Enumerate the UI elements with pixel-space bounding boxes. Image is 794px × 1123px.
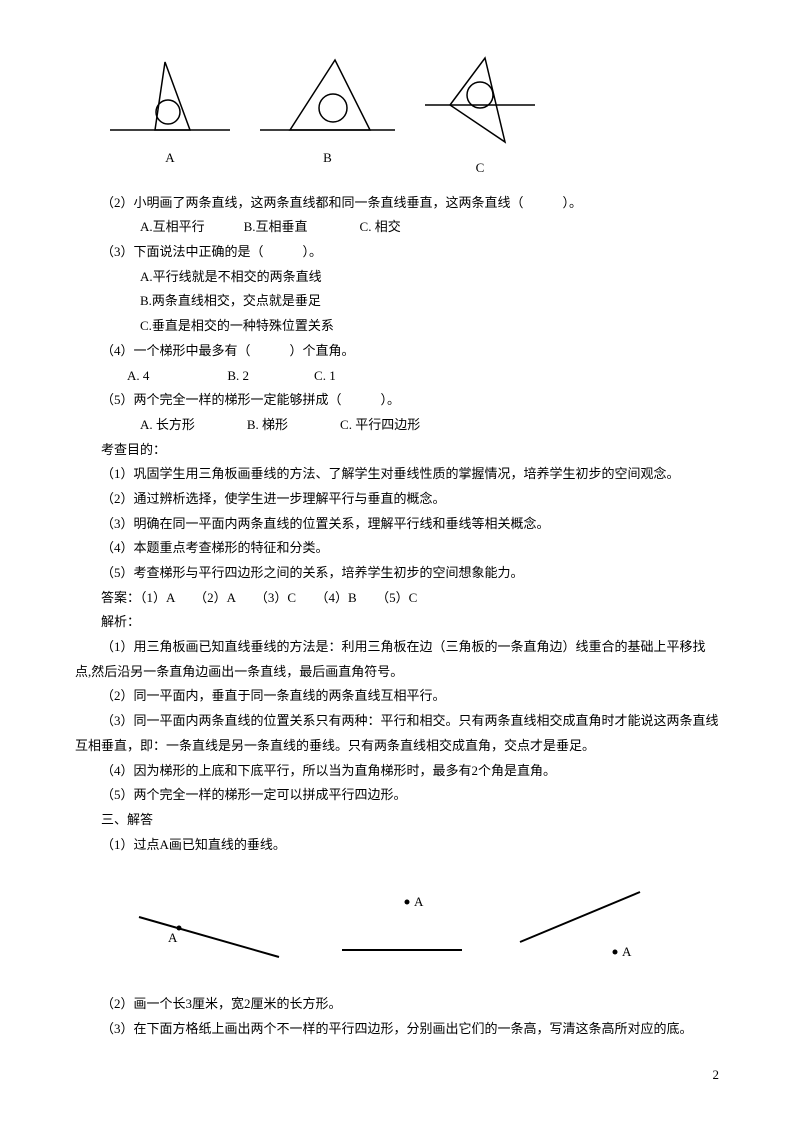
purpose-5: （5）考查梯形与平行四边形之间的关系，培养学生初步的空间想象能力。 [75,561,719,586]
q4-opts: A. 4 B. 2 C. 1 [75,364,719,389]
figure-a: A [105,50,235,181]
answer-line: 答案：（1）A （2）A （3）C （4）B （5）C [75,586,719,611]
figure-c-label: C [476,156,485,181]
diagram-1: A [124,882,294,972]
analysis-1: （1）用三角板画已知直线垂线的方法是：利用三角板在边（三角板的一条直角边）线重合… [75,635,719,684]
analysis-4: （4）因为梯形的上底和下底平行，所以当为直角梯形时，最多有2个角是直角。 [75,759,719,784]
q3-text: （3）下面说法中正确的是（ ）。 [75,240,719,265]
purpose-1: （1）巩固学生用三角板画垂线的方法、了解学生对垂线性质的掌握情况，培养学生初步的… [75,462,719,487]
q4-text: （4）一个梯形中最多有（ ）个直角。 [75,339,719,364]
section3-title: 三、解答 [75,808,719,833]
section3-q1: （1）过点A画已知直线的垂线。 [75,833,719,858]
diagram-1-label: A [168,930,178,945]
q2-text: （2）小明画了两条直线，这两条直线都和同一条直线垂直，这两条直线（ ）。 [75,191,719,216]
diagram-3: A [500,882,670,972]
figure-c-svg [420,50,540,150]
page-number: 2 [713,1067,720,1083]
q2-opts: A.互相平行 B.互相垂直 C. 相交 [75,215,719,240]
figure-a-label: A [165,146,174,171]
q5-opts: A. 长方形 B. 梯形 C. 平行四边形 [75,413,719,438]
analysis-title: 解析： [75,610,719,635]
analysis-2: （2）同一平面内，垂直于同一条直线的两条直线互相平行。 [75,684,719,709]
document-page: A B C （2）小明画了两条直线，这两条直线都和同一条直线垂直，这两条直线（ … [0,0,794,1072]
figure-b: B [255,50,400,181]
section3-q3: （3）在下面方格纸上画出两个不一样的平行四边形，分别画出它们的一条高，写清这条高… [75,1017,719,1042]
diagram-2-label: A [414,894,424,909]
q3-c: C.垂直是相交的一种特殊位置关系 [75,314,719,339]
purpose-3: （3）明确在同一平面内两条直线的位置关系，理解平行线和垂线等相关概念。 [75,512,719,537]
figure-b-svg [255,50,400,140]
figure-c: C [420,50,540,181]
analysis-5: （5）两个完全一样的梯形一定可以拼成平行四边形。 [75,783,719,808]
diagram-3-label: A [622,944,632,959]
diagram-2: A [312,882,482,972]
diagrams-row: A A A [115,882,679,972]
figure-b-label: B [323,146,332,171]
purpose-2: （2）通过辨析选择，使学生进一步理解平行与垂直的概念。 [75,487,719,512]
purpose-4: （4）本题重点考查梯形的特征和分类。 [75,536,719,561]
purpose-title: 考查目的： [75,438,719,463]
figures-row: A B C [105,50,719,181]
analysis-3: （3）同一平面内两条直线的位置关系只有两种：平行和相交。只有两条直线相交成直角时… [75,709,719,758]
q5-text: （5）两个完全一样的梯形一定能够拼成（ ）。 [75,388,719,413]
figure-a-svg [105,50,235,140]
section3-q2: （2）画一个长3厘米，宽2厘米的长方形。 [75,992,719,1017]
q3-b: B.两条直线相交，交点就是垂足 [75,289,719,314]
q3-a: A.平行线就是不相交的两条直线 [75,265,719,290]
